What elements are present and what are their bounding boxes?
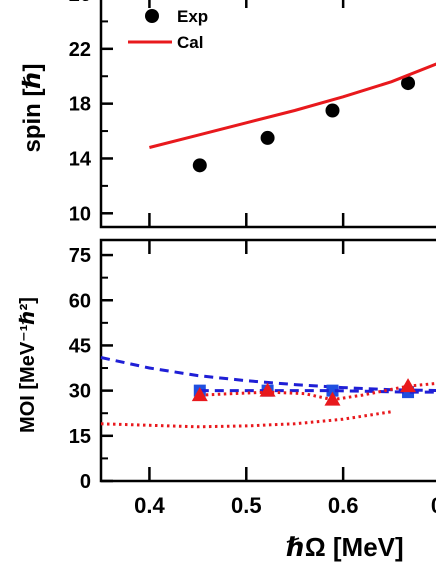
legend-label-cal: Cal [177, 33, 203, 52]
y-tick-label: 14 [69, 148, 92, 170]
y-tick-label: 18 [69, 94, 91, 116]
series-dashed-line [100, 356, 436, 393]
y-tick-label: 10 [69, 203, 91, 225]
y-tick-label: 60 [69, 290, 91, 312]
bottom-panel: 0 15 30 45 60 75 0.4 0.5 0.6 0. [69, 238, 436, 518]
bottom-y-axis-label: MOI [MeV⁻¹ℏ²] [17, 297, 39, 433]
data-point-square [326, 384, 339, 397]
data-point-triangle [259, 382, 276, 397]
legend-marker-circle [145, 9, 159, 23]
x-tick-label: 0. [431, 493, 436, 518]
series-dashed-line [199, 389, 436, 394]
y-tick-label: 15 [69, 426, 91, 448]
plot-frame [99, 0, 436, 229]
x-tick-label: 0.6 [328, 493, 359, 518]
y-tick-label: 26 [69, 0, 91, 6]
top-panel: 10 14 18 22 26 Exp Cal [69, 0, 436, 229]
data-point-circle [325, 103, 340, 118]
top-y-axis-label: spin [ℏ] [19, 63, 46, 152]
x-axis-label: ℏΩ [MeV] [286, 532, 403, 562]
y-tick-label: 30 [69, 381, 91, 403]
plot-frame [99, 238, 436, 483]
y-tick-label: 45 [69, 335, 91, 357]
y-tick-label: 0 [80, 471, 91, 493]
data-point-circle [401, 76, 416, 91]
x-tick-label: 0.4 [134, 493, 165, 518]
series-dotted-line [199, 381, 436, 402]
y-tick-label: 22 [69, 39, 91, 61]
series-dotted-line [100, 410, 392, 429]
legend: Exp Cal [128, 7, 208, 52]
legend-label-exp: Exp [177, 7, 208, 26]
y-tick-label: 75 [69, 245, 91, 267]
data-point-circle [192, 158, 207, 173]
series-line [149, 62, 436, 149]
x-tick-label: 0.5 [231, 493, 262, 518]
data-point-circle [260, 130, 275, 145]
